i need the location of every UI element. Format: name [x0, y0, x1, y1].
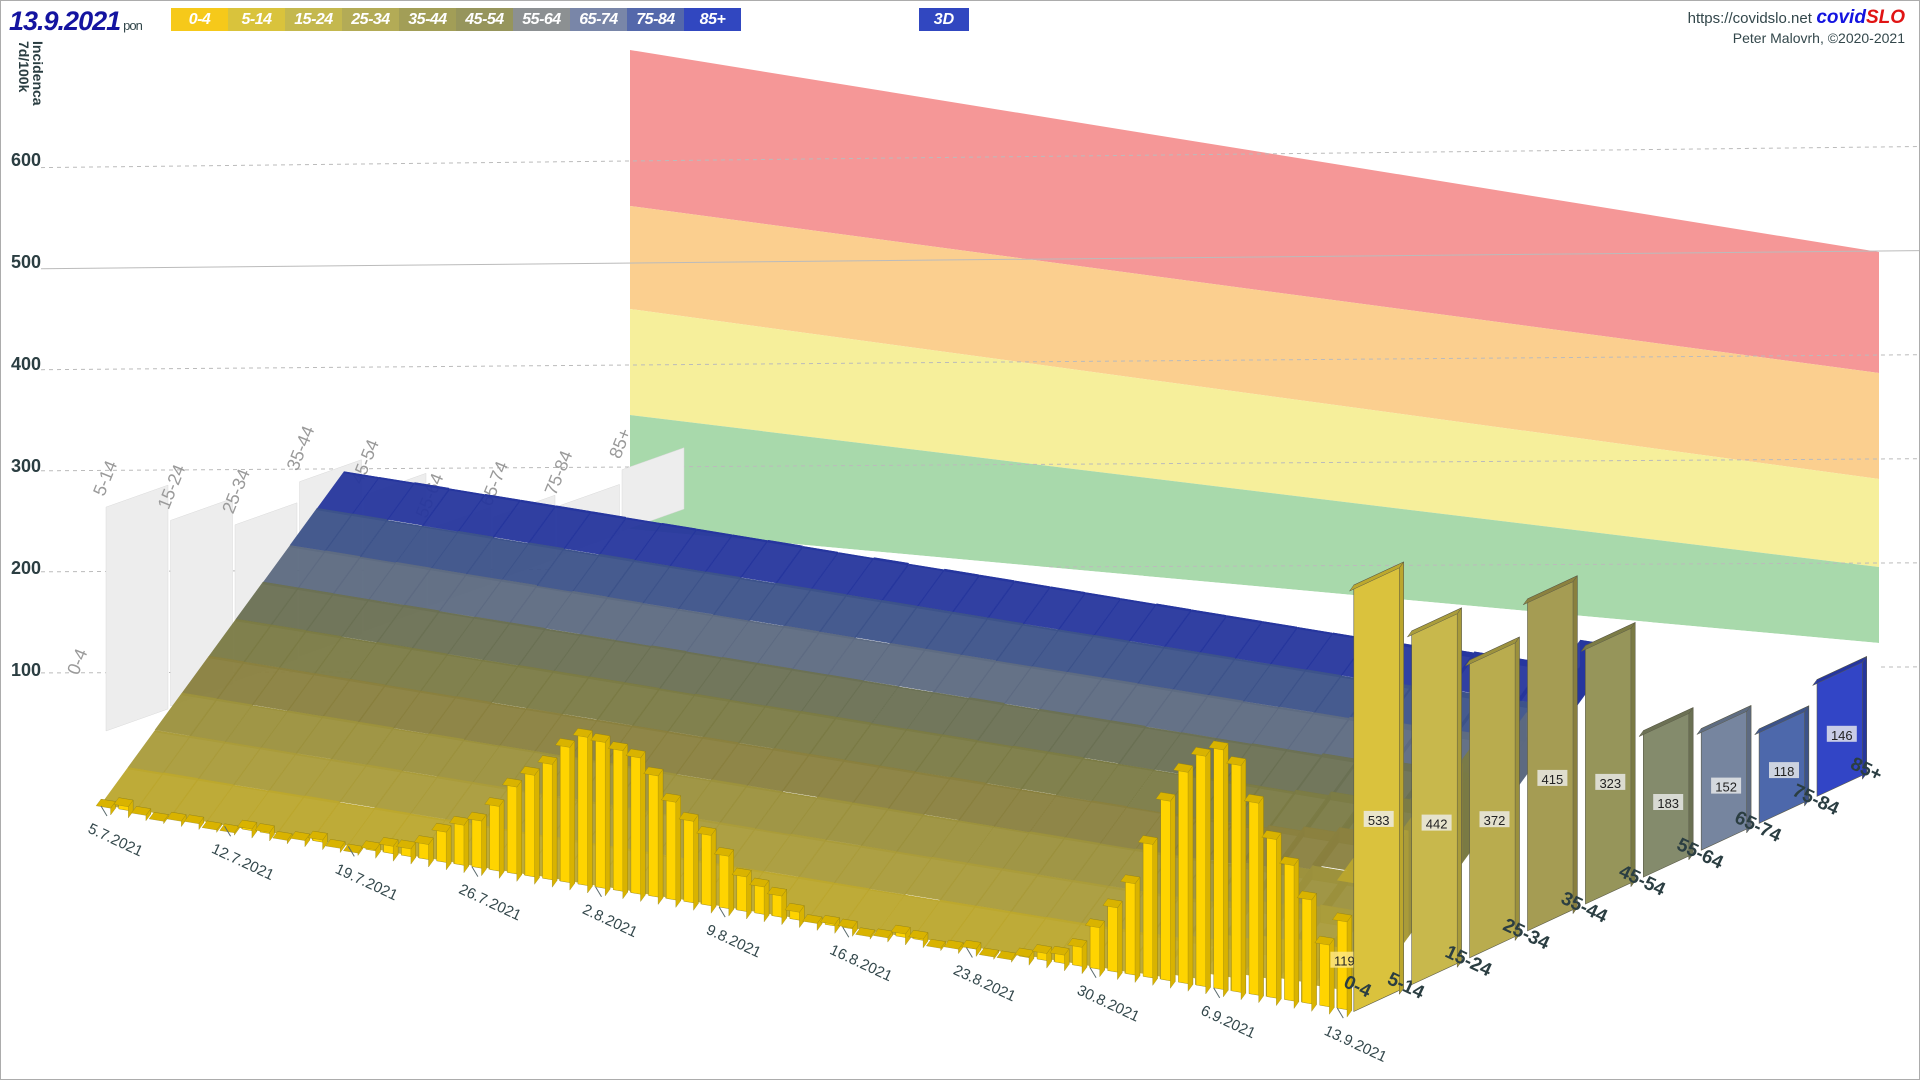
svg-text:19.7.2021: 19.7.2021	[333, 861, 401, 905]
svg-text:119: 119	[1334, 954, 1355, 969]
svg-text:415: 415	[1542, 772, 1564, 787]
svg-text:5.7.2021: 5.7.2021	[85, 820, 145, 860]
svg-text:118: 118	[1774, 764, 1795, 779]
svg-text:Incidenca: Incidenca	[30, 41, 46, 106]
svg-text:372: 372	[1484, 813, 1506, 828]
svg-text:146: 146	[1831, 728, 1853, 743]
svg-text:85+: 85+	[1847, 753, 1885, 786]
svg-text:152: 152	[1715, 780, 1737, 795]
svg-text:100: 100	[11, 660, 41, 680]
svg-text:30.8.2021: 30.8.2021	[1074, 982, 1142, 1026]
svg-text:12.7.2021: 12.7.2021	[209, 840, 277, 884]
svg-text:0-4: 0-4	[63, 646, 91, 678]
svg-text:2.8.2021: 2.8.2021	[580, 901, 640, 941]
svg-text:26.7.2021: 26.7.2021	[456, 881, 524, 925]
svg-text:442: 442	[1426, 817, 1448, 832]
svg-text:300: 300	[11, 456, 41, 476]
svg-text:500: 500	[11, 252, 41, 272]
svg-text:13.9.2021: 13.9.2021	[1322, 1022, 1390, 1066]
svg-text:7d/100k: 7d/100k	[16, 41, 32, 93]
svg-text:533: 533	[1368, 813, 1390, 828]
svg-text:6.9.2021: 6.9.2021	[1198, 1002, 1258, 1042]
svg-text:35-44: 35-44	[283, 423, 319, 473]
svg-text:15-24: 15-24	[154, 462, 190, 512]
svg-text:9.8.2021: 9.8.2021	[704, 921, 764, 961]
svg-text:200: 200	[11, 558, 41, 578]
svg-text:23.8.2021: 23.8.2021	[951, 962, 1019, 1006]
svg-text:25-34: 25-34	[218, 466, 254, 516]
svg-text:400: 400	[11, 354, 41, 374]
svg-text:183: 183	[1657, 796, 1679, 811]
svg-text:600: 600	[11, 150, 41, 170]
svg-text:323: 323	[1599, 776, 1621, 791]
svg-text:5-14: 5-14	[89, 458, 121, 499]
svg-text:16.8.2021: 16.8.2021	[827, 942, 895, 986]
svg-text:75-84: 75-84	[541, 448, 577, 498]
